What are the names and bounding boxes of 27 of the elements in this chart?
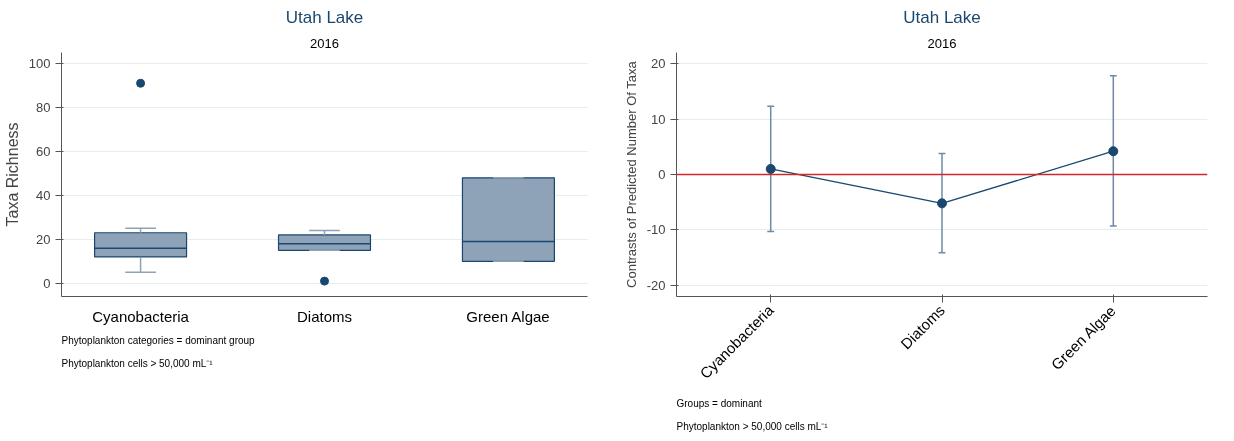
point <box>1108 146 1119 157</box>
x-tick-label: Diatoms <box>296 307 353 325</box>
y-tick-label: 20 <box>36 231 51 247</box>
y-tick-label: 100 <box>28 55 51 71</box>
y-tick-label: 0 <box>43 275 51 291</box>
y-axis-title: Contrasts of Predicted Number Of Taxa <box>623 60 639 288</box>
text: Phytoplankton cells > 50,000 mL⁻¹ <box>61 357 214 369</box>
text: Phytoplankton > 50,000 cells mL⁻¹ <box>676 420 829 432</box>
point <box>765 163 776 174</box>
y-tick-label: -20 <box>646 277 666 293</box>
point <box>937 198 947 209</box>
chart-subtitle: 2016 <box>310 35 339 51</box>
y-tick-label: 0 <box>658 167 666 182</box>
chart-subtitle: 2016 <box>927 35 957 51</box>
text: Phytoplankton categories = dominant group <box>61 334 256 346</box>
text: Groups = dominant <box>676 397 763 409</box>
x-tick-label: Cyanobacteria <box>92 307 190 325</box>
y-tick-label: 10 <box>651 111 666 127</box>
y-tick-label: -10 <box>646 222 666 238</box>
y-tick-label: 20 <box>651 56 666 72</box>
y-tick-label: 40 <box>36 187 51 203</box>
chart-title: Utah Lake <box>285 7 364 27</box>
y-axis-title: Taxa Richness <box>3 122 21 227</box>
y-tick-label: 60 <box>36 143 51 159</box>
y-tick-label: 80 <box>36 99 51 115</box>
x-tick-label: Green Algae <box>466 307 550 325</box>
chart-title: Utah Lake <box>903 7 981 27</box>
